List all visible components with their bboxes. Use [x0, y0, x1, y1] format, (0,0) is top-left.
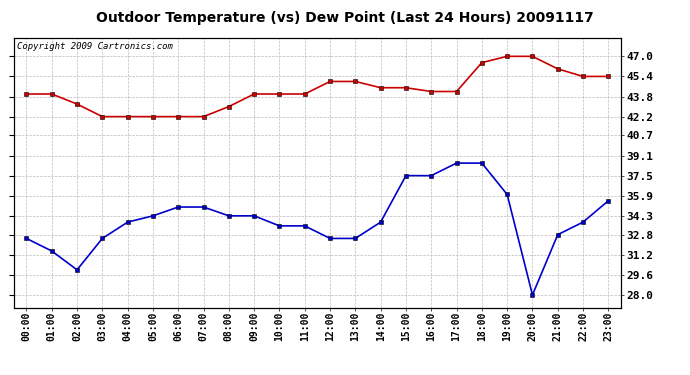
Text: Copyright 2009 Cartronics.com: Copyright 2009 Cartronics.com: [17, 42, 172, 51]
Text: Outdoor Temperature (vs) Dew Point (Last 24 Hours) 20091117: Outdoor Temperature (vs) Dew Point (Last…: [96, 11, 594, 25]
